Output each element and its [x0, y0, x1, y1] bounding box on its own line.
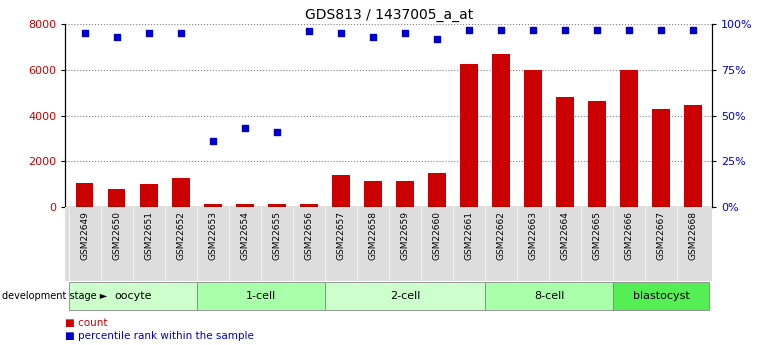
Bar	[620, 70, 638, 207]
Bar	[300, 204, 317, 207]
Text: GSM22663: GSM22663	[528, 211, 537, 260]
Text: GSM22649: GSM22649	[80, 211, 89, 259]
Bar	[172, 178, 189, 207]
Text: GSM22652: GSM22652	[176, 211, 186, 259]
Bar	[492, 54, 510, 207]
Point	[527, 27, 539, 32]
Text: GSM22666: GSM22666	[624, 211, 634, 260]
Text: 1-cell: 1-cell	[246, 291, 276, 301]
Bar	[140, 184, 158, 207]
Bar	[204, 204, 222, 207]
Point	[335, 30, 347, 36]
Bar	[460, 64, 477, 207]
Bar	[396, 181, 413, 207]
Point	[559, 27, 571, 32]
Bar	[332, 176, 350, 207]
Point	[463, 27, 475, 32]
Text: GSM22655: GSM22655	[273, 211, 281, 260]
Text: GSM22660: GSM22660	[433, 211, 441, 260]
Text: GSM22665: GSM22665	[592, 211, 601, 260]
Text: GSM22658: GSM22658	[368, 211, 377, 260]
Bar	[364, 181, 382, 207]
Text: GSM22661: GSM22661	[464, 211, 474, 260]
Text: GSM22650: GSM22650	[112, 211, 121, 260]
Bar	[685, 105, 701, 207]
Bar	[485, 282, 613, 310]
Bar	[268, 204, 286, 207]
Bar	[108, 189, 126, 207]
Text: 2-cell: 2-cell	[390, 291, 420, 301]
Text: oocyte: oocyte	[114, 291, 152, 301]
Text: GSM22653: GSM22653	[208, 211, 217, 260]
Bar	[236, 204, 253, 207]
Bar	[76, 183, 93, 207]
Bar	[69, 282, 196, 310]
Text: GSM22656: GSM22656	[304, 211, 313, 260]
Bar	[524, 70, 542, 207]
Bar	[652, 109, 670, 207]
Text: GSM22668: GSM22668	[688, 211, 698, 260]
Point	[239, 126, 251, 131]
Bar	[588, 101, 606, 207]
Text: blastocyst: blastocyst	[633, 291, 689, 301]
Title: GDS813 / 1437005_a_at: GDS813 / 1437005_a_at	[305, 8, 473, 22]
Text: ■ percentile rank within the sample: ■ percentile rank within the sample	[65, 332, 254, 341]
Text: ■ count: ■ count	[65, 318, 108, 327]
Point	[142, 30, 155, 36]
Point	[270, 129, 283, 135]
Text: GSM22667: GSM22667	[657, 211, 665, 260]
Text: GSM22654: GSM22654	[240, 211, 249, 259]
Bar	[613, 282, 709, 310]
Point	[687, 27, 699, 32]
Point	[654, 27, 667, 32]
Point	[623, 27, 635, 32]
Point	[591, 27, 603, 32]
Point	[303, 29, 315, 34]
Bar	[196, 282, 325, 310]
Text: GSM22664: GSM22664	[561, 211, 570, 259]
Text: GSM22662: GSM22662	[497, 211, 505, 259]
Text: development stage ►: development stage ►	[2, 291, 107, 301]
Point	[111, 34, 123, 40]
Bar	[325, 282, 485, 310]
Text: GSM22657: GSM22657	[336, 211, 345, 260]
Bar	[556, 97, 574, 207]
Point	[175, 30, 187, 36]
Point	[367, 34, 379, 40]
Point	[79, 30, 91, 36]
Bar	[428, 173, 446, 207]
Text: GSM22659: GSM22659	[400, 211, 410, 260]
Text: 8-cell: 8-cell	[534, 291, 564, 301]
Point	[206, 138, 219, 144]
Point	[495, 27, 507, 32]
Point	[399, 30, 411, 36]
Text: GSM22651: GSM22651	[144, 211, 153, 260]
Point	[430, 36, 443, 41]
